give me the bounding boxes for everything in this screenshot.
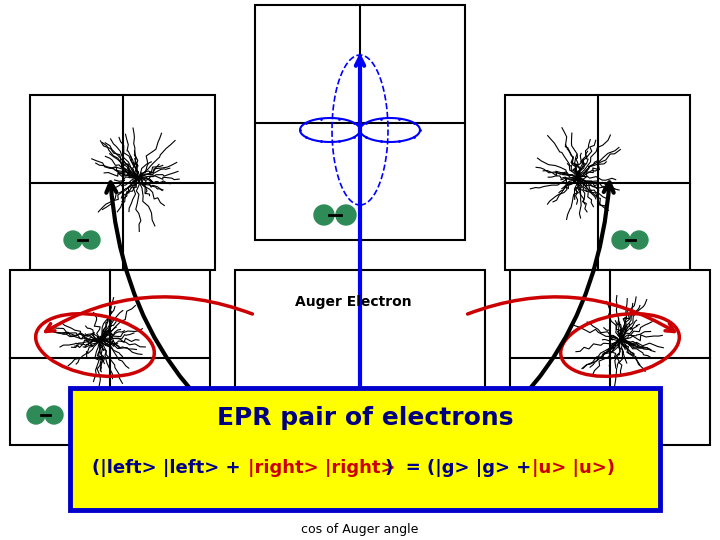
Circle shape xyxy=(630,231,648,249)
Circle shape xyxy=(336,205,356,225)
Circle shape xyxy=(27,406,45,424)
Text: cos of Auger angle: cos of Auger angle xyxy=(301,523,419,537)
Circle shape xyxy=(314,205,334,225)
Bar xyxy=(10,270,210,445)
Text: |u> |u>): |u> |u>) xyxy=(532,459,615,477)
Bar xyxy=(30,95,215,270)
Bar xyxy=(505,95,690,270)
Bar xyxy=(510,270,710,445)
Circle shape xyxy=(612,231,630,249)
Text: EPR pair of electrons: EPR pair of electrons xyxy=(217,406,513,430)
Text: )  = (|g> |g> +: ) = (|g> |g> + xyxy=(385,459,538,477)
Circle shape xyxy=(64,231,82,249)
Text: Auger Electron: Auger Electron xyxy=(295,295,412,309)
Text: |right> |right>: |right> |right> xyxy=(248,459,395,477)
Circle shape xyxy=(82,231,100,249)
Bar xyxy=(255,5,465,240)
Text: (|left> |left> +: (|left> |left> + xyxy=(92,459,247,477)
Bar xyxy=(235,270,485,415)
Bar xyxy=(70,388,660,510)
Circle shape xyxy=(45,406,63,424)
